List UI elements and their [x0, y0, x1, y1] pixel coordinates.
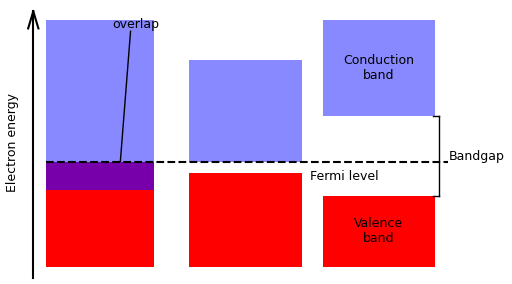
Text: Fermi level: Fermi level: [310, 170, 378, 183]
Bar: [46, 20, 154, 190]
Bar: [323, 20, 435, 116]
Text: Bandgap: Bandgap: [449, 150, 504, 163]
Text: overlap: overlap: [112, 18, 159, 31]
Bar: [46, 162, 154, 190]
Bar: [46, 162, 154, 267]
Bar: [189, 173, 302, 267]
Text: Conduction
band: Conduction band: [344, 54, 414, 82]
Bar: [189, 60, 302, 162]
Text: Electron energy: Electron energy: [6, 93, 19, 191]
Text: Valence
band: Valence band: [354, 218, 403, 245]
Bar: [323, 196, 435, 267]
